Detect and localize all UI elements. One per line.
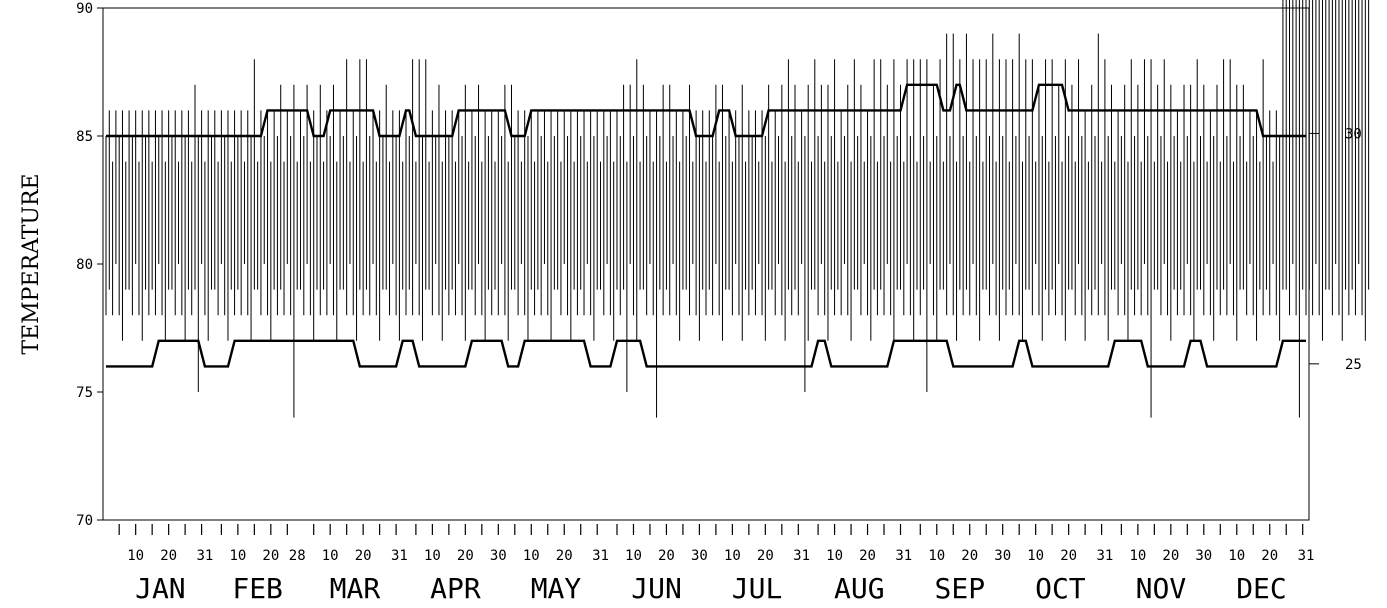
x-day-tick-label: 10: [127, 548, 144, 564]
y-tick-label: 85: [76, 129, 93, 145]
x-day-tick-label: 20: [961, 548, 978, 564]
x-day-tick-label: 20: [262, 548, 279, 564]
x-day-tick-label: 10: [523, 548, 540, 564]
x-day-tick-label: 20: [658, 548, 675, 564]
x-day-tick-label: 20: [160, 548, 177, 564]
month-label-mar: MAR: [330, 572, 381, 605]
month-label-jun: JUN: [631, 572, 682, 605]
month-label-aug: AUG: [834, 572, 885, 605]
y-tick-label: 75: [76, 385, 93, 401]
x-day-tick-label: 31: [1298, 548, 1315, 564]
x-day-tick-label: 20: [757, 548, 774, 564]
x-day-tick-label: 20: [1261, 548, 1278, 564]
step-lines: [106, 83, 1306, 368]
x-day-tick-label: 10: [826, 548, 843, 564]
plot-area: [102, 0, 1370, 521]
month-label-dec: DEC: [1236, 572, 1287, 605]
daily-range-bars: [105, 0, 1370, 418]
month-label-oct: OCT: [1035, 572, 1086, 605]
y-axis-right: 30 25: [1309, 126, 1362, 373]
x-day-tick-label: 28: [289, 548, 306, 564]
month-label-nov: NOV: [1136, 572, 1187, 605]
x-day-tick-label: 31: [1096, 548, 1113, 564]
x-day-tick-label: 20: [1060, 548, 1077, 564]
x-day-tick-label: 30: [1195, 548, 1212, 564]
y2-tick-label: 30: [1345, 126, 1362, 142]
x-day-tick-label: 30: [490, 548, 507, 564]
x-day-tick-label: 20: [355, 548, 372, 564]
x-day-tick-label: 10: [724, 548, 741, 564]
x-day-tick-label: 10: [1129, 548, 1146, 564]
x-day-tick-label: 31: [196, 548, 213, 564]
x-day-tick-label: 10: [424, 548, 441, 564]
month-label-apr: APR: [430, 572, 481, 605]
x-day-tick-label: 20: [859, 548, 876, 564]
x-day-tick-label: 10: [1027, 548, 1044, 564]
x-axis: 10 20 31 JAN 10 20 28 FEB 10 20 31 MAR 10 20 30 APR 10 20…: [118, 524, 1315, 605]
x-day-tick-label: 31: [592, 548, 609, 564]
month-label-jul: JUL: [732, 572, 783, 605]
y-tick-label: 90: [76, 1, 93, 17]
x-day-tick-label: 31: [895, 548, 912, 564]
x-day-tick-label: 31: [391, 548, 408, 564]
x-day-tick-label: 10: [229, 548, 246, 564]
x-day-tick-label: 10: [322, 548, 339, 564]
y-axis-left: 70 75 80 85 90: [76, 1, 103, 529]
y-axis-title: TEMPERATURE: [19, 173, 44, 354]
x-day-tick-label: 30: [691, 548, 708, 564]
x-day-tick-label: 20: [556, 548, 573, 564]
month-label-may: MAY: [531, 572, 582, 605]
y-tick-label: 70: [76, 513, 93, 529]
max-step-line: [106, 83, 1306, 138]
x-day-tick-label: 10: [625, 548, 642, 564]
month-label-feb: FEB: [232, 572, 283, 605]
x-day-tick-label: 31: [793, 548, 810, 564]
x-day-tick-label: 20: [1162, 548, 1179, 564]
x-day-tick-label: 10: [928, 548, 945, 564]
min-step-line: [106, 339, 1306, 368]
month-label-jan: JAN: [135, 572, 186, 605]
month-label-sep: SEP: [935, 572, 986, 605]
x-day-tick-label: 30: [994, 548, 1011, 564]
y-tick-label: 80: [76, 257, 93, 273]
x-day-tick-label: 10: [1228, 548, 1245, 564]
x-day-tick-label: 20: [457, 548, 474, 564]
y2-tick-label: 25: [1345, 357, 1362, 373]
